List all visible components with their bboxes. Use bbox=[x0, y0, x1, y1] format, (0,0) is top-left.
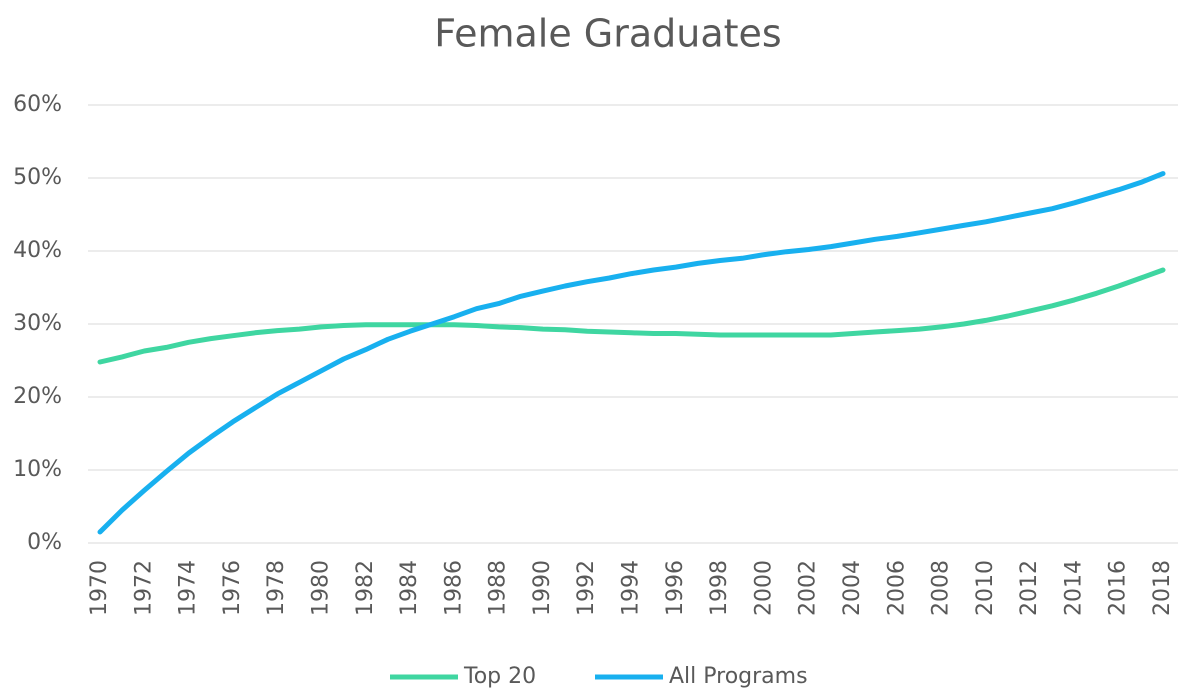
y-tick-label: 60% bbox=[13, 92, 62, 117]
x-tick-label: 1974 bbox=[176, 560, 201, 616]
x-tick-label: 2016 bbox=[1106, 560, 1131, 616]
x-tick-label: 2012 bbox=[1017, 560, 1042, 616]
y-tick-label: 10% bbox=[13, 457, 62, 482]
x-tick-label: 1990 bbox=[530, 560, 555, 616]
x-tick-label: 1998 bbox=[707, 560, 732, 616]
x-tick-label: 1988 bbox=[486, 560, 511, 616]
x-tick-label: 1982 bbox=[353, 560, 378, 616]
y-tick-label: 50% bbox=[13, 165, 62, 190]
x-tick-label: 1972 bbox=[131, 560, 156, 616]
x-tick-label: 2010 bbox=[973, 560, 998, 616]
y-tick-label: 40% bbox=[13, 238, 62, 263]
x-tick-label: 1976 bbox=[220, 560, 245, 616]
series-line bbox=[97, 267, 1166, 365]
legend-label: All Programs bbox=[669, 664, 808, 689]
x-tick-label: 2000 bbox=[751, 560, 776, 616]
chart-title: Female Graduates bbox=[434, 12, 781, 56]
legend-label: Top 20 bbox=[463, 664, 536, 689]
x-tick-label: 1992 bbox=[574, 560, 599, 616]
y-tick-label: 0% bbox=[27, 530, 62, 555]
x-tick-label: 2014 bbox=[1061, 560, 1086, 616]
x-tick-label: 1994 bbox=[619, 560, 644, 616]
y-tick-label: 20% bbox=[13, 384, 62, 409]
x-tick-label: 2004 bbox=[840, 560, 865, 616]
x-tick-label: 1970 bbox=[87, 560, 112, 616]
x-tick-label: 1986 bbox=[441, 560, 466, 616]
y-tick-label: 30% bbox=[13, 311, 62, 336]
series-line bbox=[97, 171, 1166, 535]
x-tick-label: 2006 bbox=[884, 560, 909, 616]
x-tick-label: 1996 bbox=[663, 560, 688, 616]
x-tick-label: 2018 bbox=[1150, 560, 1175, 616]
x-tick-label: 2002 bbox=[796, 560, 821, 616]
x-tick-label: 1984 bbox=[397, 560, 422, 616]
x-tick-label: 2008 bbox=[929, 560, 954, 616]
x-tick-label: 1980 bbox=[308, 560, 333, 616]
x-tick-label: 1978 bbox=[264, 560, 289, 616]
